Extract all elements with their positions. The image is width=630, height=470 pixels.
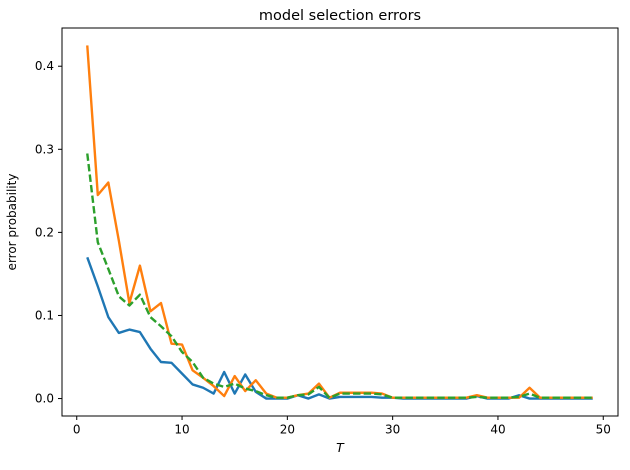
y-tick-label: 0.0 [35, 392, 54, 406]
axes-spines [61, 27, 619, 417]
y-tick-label: 0.3 [35, 142, 54, 156]
y-tick-label: 0.4 [35, 59, 54, 73]
orange-solid-series [86, 45, 593, 399]
green-dashed-series [86, 153, 593, 399]
x-tick-label: 20 [280, 423, 295, 437]
y-tick-label: 0.2 [35, 225, 54, 239]
series-lines [86, 45, 593, 400]
x-axis-label: T [336, 440, 345, 455]
x-tick-label: 0 [73, 423, 81, 437]
x-tick-label: 50 [596, 423, 611, 437]
y-tick-label: 0.1 [35, 308, 54, 322]
x-tick-label: 40 [490, 423, 505, 437]
x-tick-label: 10 [174, 423, 189, 437]
axis-ticks: 0 10 20 30 40 50 0.0 0.1 0.2 0.3 0.4 [35, 59, 611, 436]
x-tick-label: 30 [385, 423, 400, 437]
chart-title: model selection errors [259, 8, 421, 24]
plot-area [62, 28, 618, 416]
y-axis-label: error probability [5, 174, 19, 271]
